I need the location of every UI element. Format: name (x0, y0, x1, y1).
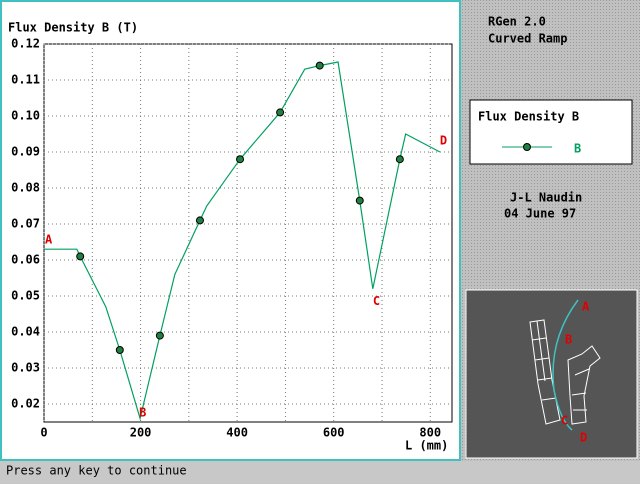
y-tick-label: 0.06 (11, 253, 40, 267)
y-tick-label: 0.09 (11, 145, 40, 159)
magnet-left (529, 319, 561, 425)
y-tick-label: 0.07 (11, 217, 40, 231)
x-axis-label: L (mm) (405, 439, 448, 453)
legend-marker (523, 143, 531, 151)
y-tick-label: 0.04 (11, 325, 40, 339)
annotation: C (373, 294, 380, 308)
magnet-right (567, 345, 601, 425)
x-tick-label: 200 (130, 426, 152, 440)
legend-label: B (574, 142, 581, 156)
legend-box (469, 99, 633, 165)
trajectory (552, 299, 579, 431)
program-name: RGen 2.0 (488, 15, 546, 29)
y-tick-label: 0.11 (11, 73, 40, 87)
x-tick-label: 0 (40, 426, 47, 440)
y-tick-label: 0.12 (11, 37, 40, 51)
author: J-L Naudin (510, 191, 582, 205)
data-point (115, 346, 124, 354)
chart-title: Flux Density B (T) (8, 21, 138, 35)
program-subtitle: Curved Ramp (488, 32, 567, 46)
status-bar (0, 461, 640, 480)
diagram: A B C D (465, 289, 638, 459)
y-tick-label: 0.03 (11, 361, 40, 375)
diagram-label: D (580, 431, 587, 445)
y-tick-label: 0.02 (11, 397, 40, 411)
annotation: D (440, 134, 447, 148)
diagram-label: C (561, 414, 568, 428)
date: 04 June 97 (504, 207, 576, 221)
data-point (195, 216, 204, 225)
chart-window (0, 0, 461, 461)
y-tick-label: 0.05 (11, 289, 40, 303)
data-point (155, 331, 164, 340)
data-point (395, 155, 404, 164)
annotation: A (45, 233, 53, 247)
x-tick-label: 600 (323, 426, 345, 440)
data-point (76, 252, 85, 261)
series-line (44, 61, 441, 421)
legend-title: Flux Density B (478, 110, 579, 124)
y-tick-label: 0.10 (11, 109, 40, 123)
data-point (236, 155, 245, 164)
data-point (315, 61, 324, 70)
y-tick-label: 0.08 (11, 181, 40, 195)
diagram-label: A (582, 300, 590, 314)
status-text: Press any key to continue (6, 464, 187, 478)
annotation: B (139, 406, 146, 420)
data-point (276, 108, 285, 117)
diagram-label: B (565, 333, 572, 347)
data-point (355, 196, 364, 205)
x-tick-label: 800 (419, 426, 441, 440)
x-tick-label: 400 (226, 426, 248, 440)
